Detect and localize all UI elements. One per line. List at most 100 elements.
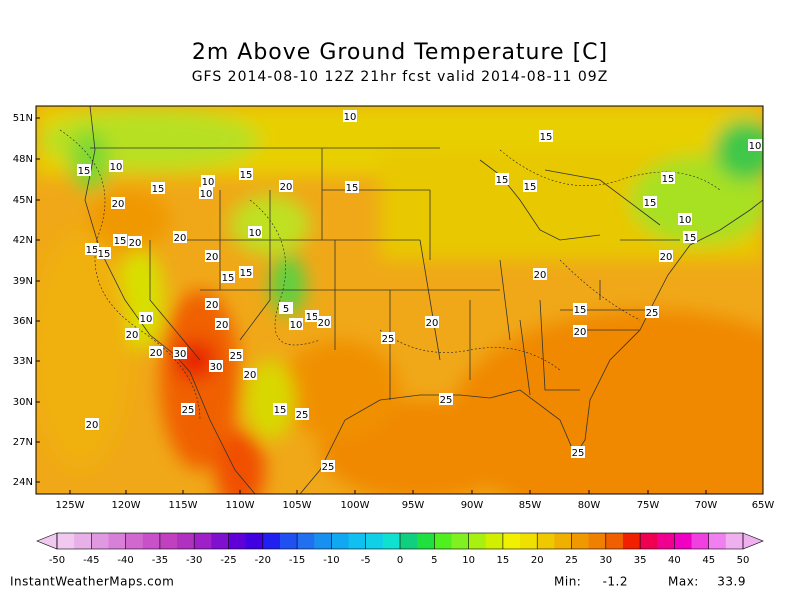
colorbar-cell [159, 533, 178, 549]
contour-label-box [149, 346, 163, 358]
colorbar-tick-label: 15 [497, 555, 510, 566]
colorbar-cell [125, 533, 144, 549]
contour-label: 15 [78, 166, 91, 177]
contour-label: 10 [202, 177, 215, 188]
colorbar-arrow-right [742, 532, 764, 550]
colorbar-cell [657, 533, 675, 549]
title: 2m Above Ground Temperature [C] [192, 40, 608, 65]
contour-label-box [279, 180, 293, 192]
colorbar-cell [468, 533, 487, 549]
contour-label-box [209, 360, 223, 372]
colorbar-cell [588, 533, 607, 549]
colorbar-cell [262, 533, 281, 549]
lon-label: 105W [283, 500, 312, 511]
colorbar-cell [108, 533, 127, 549]
colorbar-cell [245, 533, 264, 549]
min-value: -1.2 [603, 575, 628, 589]
colorbar-cell [142, 533, 161, 549]
colorbar-tick-label: -15 [289, 555, 305, 566]
contour-label-box [243, 368, 257, 380]
contour-label: 15 [306, 312, 319, 323]
lat-label: 45N [13, 195, 33, 206]
contour-label-box [571, 446, 585, 458]
contour-label-box [221, 271, 235, 283]
colorbar-cell [691, 533, 710, 549]
colorbar-cell [708, 533, 727, 549]
lon-label: 120W [112, 500, 141, 511]
contour-label-box [85, 243, 99, 255]
lat-label: 24N [13, 477, 33, 488]
colorbar-cell [725, 533, 744, 549]
colorbar-cell [674, 533, 693, 549]
colorbar-cell [485, 533, 504, 549]
contour-label: 20 [112, 199, 125, 210]
contour-label: 15 [114, 236, 127, 247]
contour-label-box [201, 175, 215, 187]
contour-label-box [381, 332, 395, 344]
contour-label: 10 [749, 141, 762, 152]
colorbar-tick-label: 45 [702, 555, 715, 566]
lon-label: 80W [578, 500, 601, 511]
lat-label: 36N [13, 316, 33, 327]
contour-label-box [317, 316, 331, 328]
contour-label: 20 [86, 420, 99, 431]
colorbar-tick-label: -45 [83, 555, 99, 566]
contour-label-box [425, 316, 439, 328]
contour-label: 30 [174, 349, 187, 360]
colorbar-cell [297, 533, 315, 549]
colorbar-tick-label: -35 [152, 555, 168, 566]
colorbar-cell [502, 533, 521, 549]
contour-label-box [205, 298, 219, 310]
contour-label-box [659, 250, 673, 262]
colorbar-cell [314, 533, 332, 549]
contour-label: 25 [382, 334, 395, 345]
contour-label: 15 [496, 175, 509, 186]
contour-label: 25 [230, 351, 243, 362]
lat-label: 30N [13, 397, 33, 408]
colorbar-cell [400, 533, 418, 549]
contour-label: 20 [174, 233, 187, 244]
contour-label-box [573, 303, 587, 315]
contour-label: 20 [206, 252, 219, 263]
contour-label-box [295, 408, 309, 420]
map [36, 106, 763, 494]
contour-label-box [125, 328, 139, 340]
colorbar-cell [228, 533, 247, 549]
contour-label: 10 [290, 320, 303, 331]
contour-label-box [539, 130, 553, 142]
contour-label-box [248, 226, 262, 238]
lat-label: 27N [13, 437, 33, 448]
contour-label: 25 [572, 448, 585, 459]
contour-label: 25 [646, 308, 659, 319]
contour-label: 15 [684, 233, 697, 244]
contour-label: 25 [296, 410, 309, 421]
contour-label: 20 [150, 348, 163, 359]
colorbar-cell [382, 533, 401, 549]
contour-label-box [678, 213, 692, 225]
colorbar-cell [640, 533, 658, 549]
colorbar-tick-label: -10 [323, 555, 339, 566]
contour-label: 15 [222, 273, 235, 284]
colorbar-cell [279, 533, 298, 549]
contour-label: 20 [534, 270, 547, 281]
contour-label: 20 [574, 327, 587, 338]
lon-label: 75W [637, 500, 660, 511]
contour-label-box [273, 403, 287, 415]
colorbar-cell [554, 533, 572, 549]
contour-label-box [109, 160, 123, 172]
contour-label: 20 [280, 182, 293, 193]
subtitle: GFS 2014-08-10 12Z 21hr fcst valid 2014-… [192, 69, 609, 85]
contour-label: 10 [249, 228, 262, 239]
contour-label-box [643, 196, 657, 208]
contour-label-box [111, 197, 125, 209]
contour-label: 15 [98, 249, 111, 260]
colorbar-tick-label: -5 [361, 555, 371, 566]
contour-label: 25 [440, 395, 453, 406]
colorbar-cell [417, 533, 435, 549]
contour-label-box [289, 318, 303, 330]
colorbar-arrow-left [36, 532, 58, 550]
lon-label: 95W [402, 500, 425, 511]
contour-label: 30 [210, 362, 223, 373]
contour-label: 15 [574, 305, 587, 316]
contour-label-box [533, 268, 547, 280]
